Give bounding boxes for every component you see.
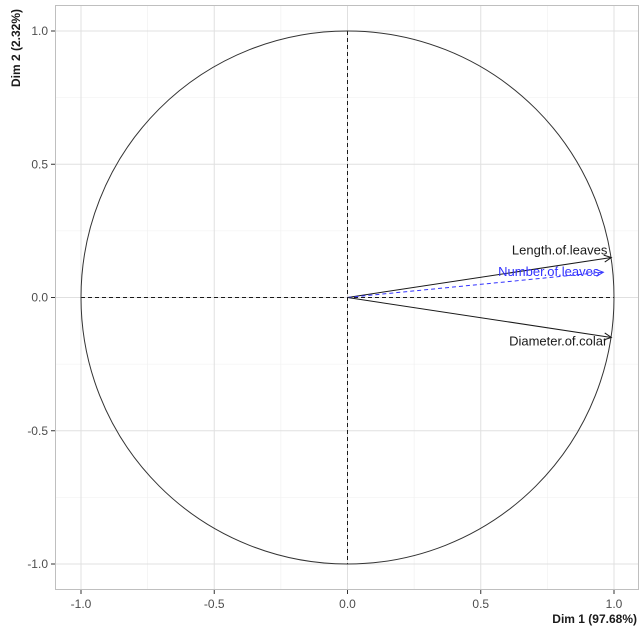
x-tick-label: -1.0: [71, 597, 92, 611]
x-axis-ticks: -1.0 -0.5 0.0 0.5 1.0: [71, 590, 623, 611]
y-tick-label: 1.0: [31, 24, 48, 38]
variable-arrowhead: [595, 268, 605, 277]
x-tick-label: 1.0: [606, 597, 623, 611]
x-tick-label: -0.5: [204, 597, 225, 611]
x-tick-label: 0.5: [472, 597, 489, 611]
variable-arrowhead: [603, 254, 613, 263]
x-tick-label: 0.0: [339, 597, 356, 611]
variable-label: Diameter.of.colar: [509, 333, 608, 348]
y-tick-label: 0.5: [31, 157, 48, 171]
variable-arrow: [347, 271, 604, 298]
y-tick-label: -1.0: [27, 557, 48, 571]
variable-label: Length.of.leaves: [512, 243, 608, 258]
variable-arrows: Length.of.leaves Number.of.leaves Diameter…: [347, 243, 613, 348]
correlation-circle: [80, 30, 615, 565]
y-axis-title: Dim 2 (2.32%): [9, 9, 23, 87]
y-tick-label: -0.5: [27, 424, 48, 438]
y-axis-ticks: -1.0 -0.5 0.0 0.5 1.0: [27, 24, 55, 571]
variable-arrow: [347, 257, 612, 298]
variable-arrowhead: [603, 332, 613, 341]
variable-arrow: [347, 297, 612, 338]
variable-label: Number.of.leaves: [498, 264, 600, 279]
x-axis-title: Dim 1 (97.68%): [552, 612, 637, 626]
y-tick-label: 0.0: [31, 291, 48, 305]
